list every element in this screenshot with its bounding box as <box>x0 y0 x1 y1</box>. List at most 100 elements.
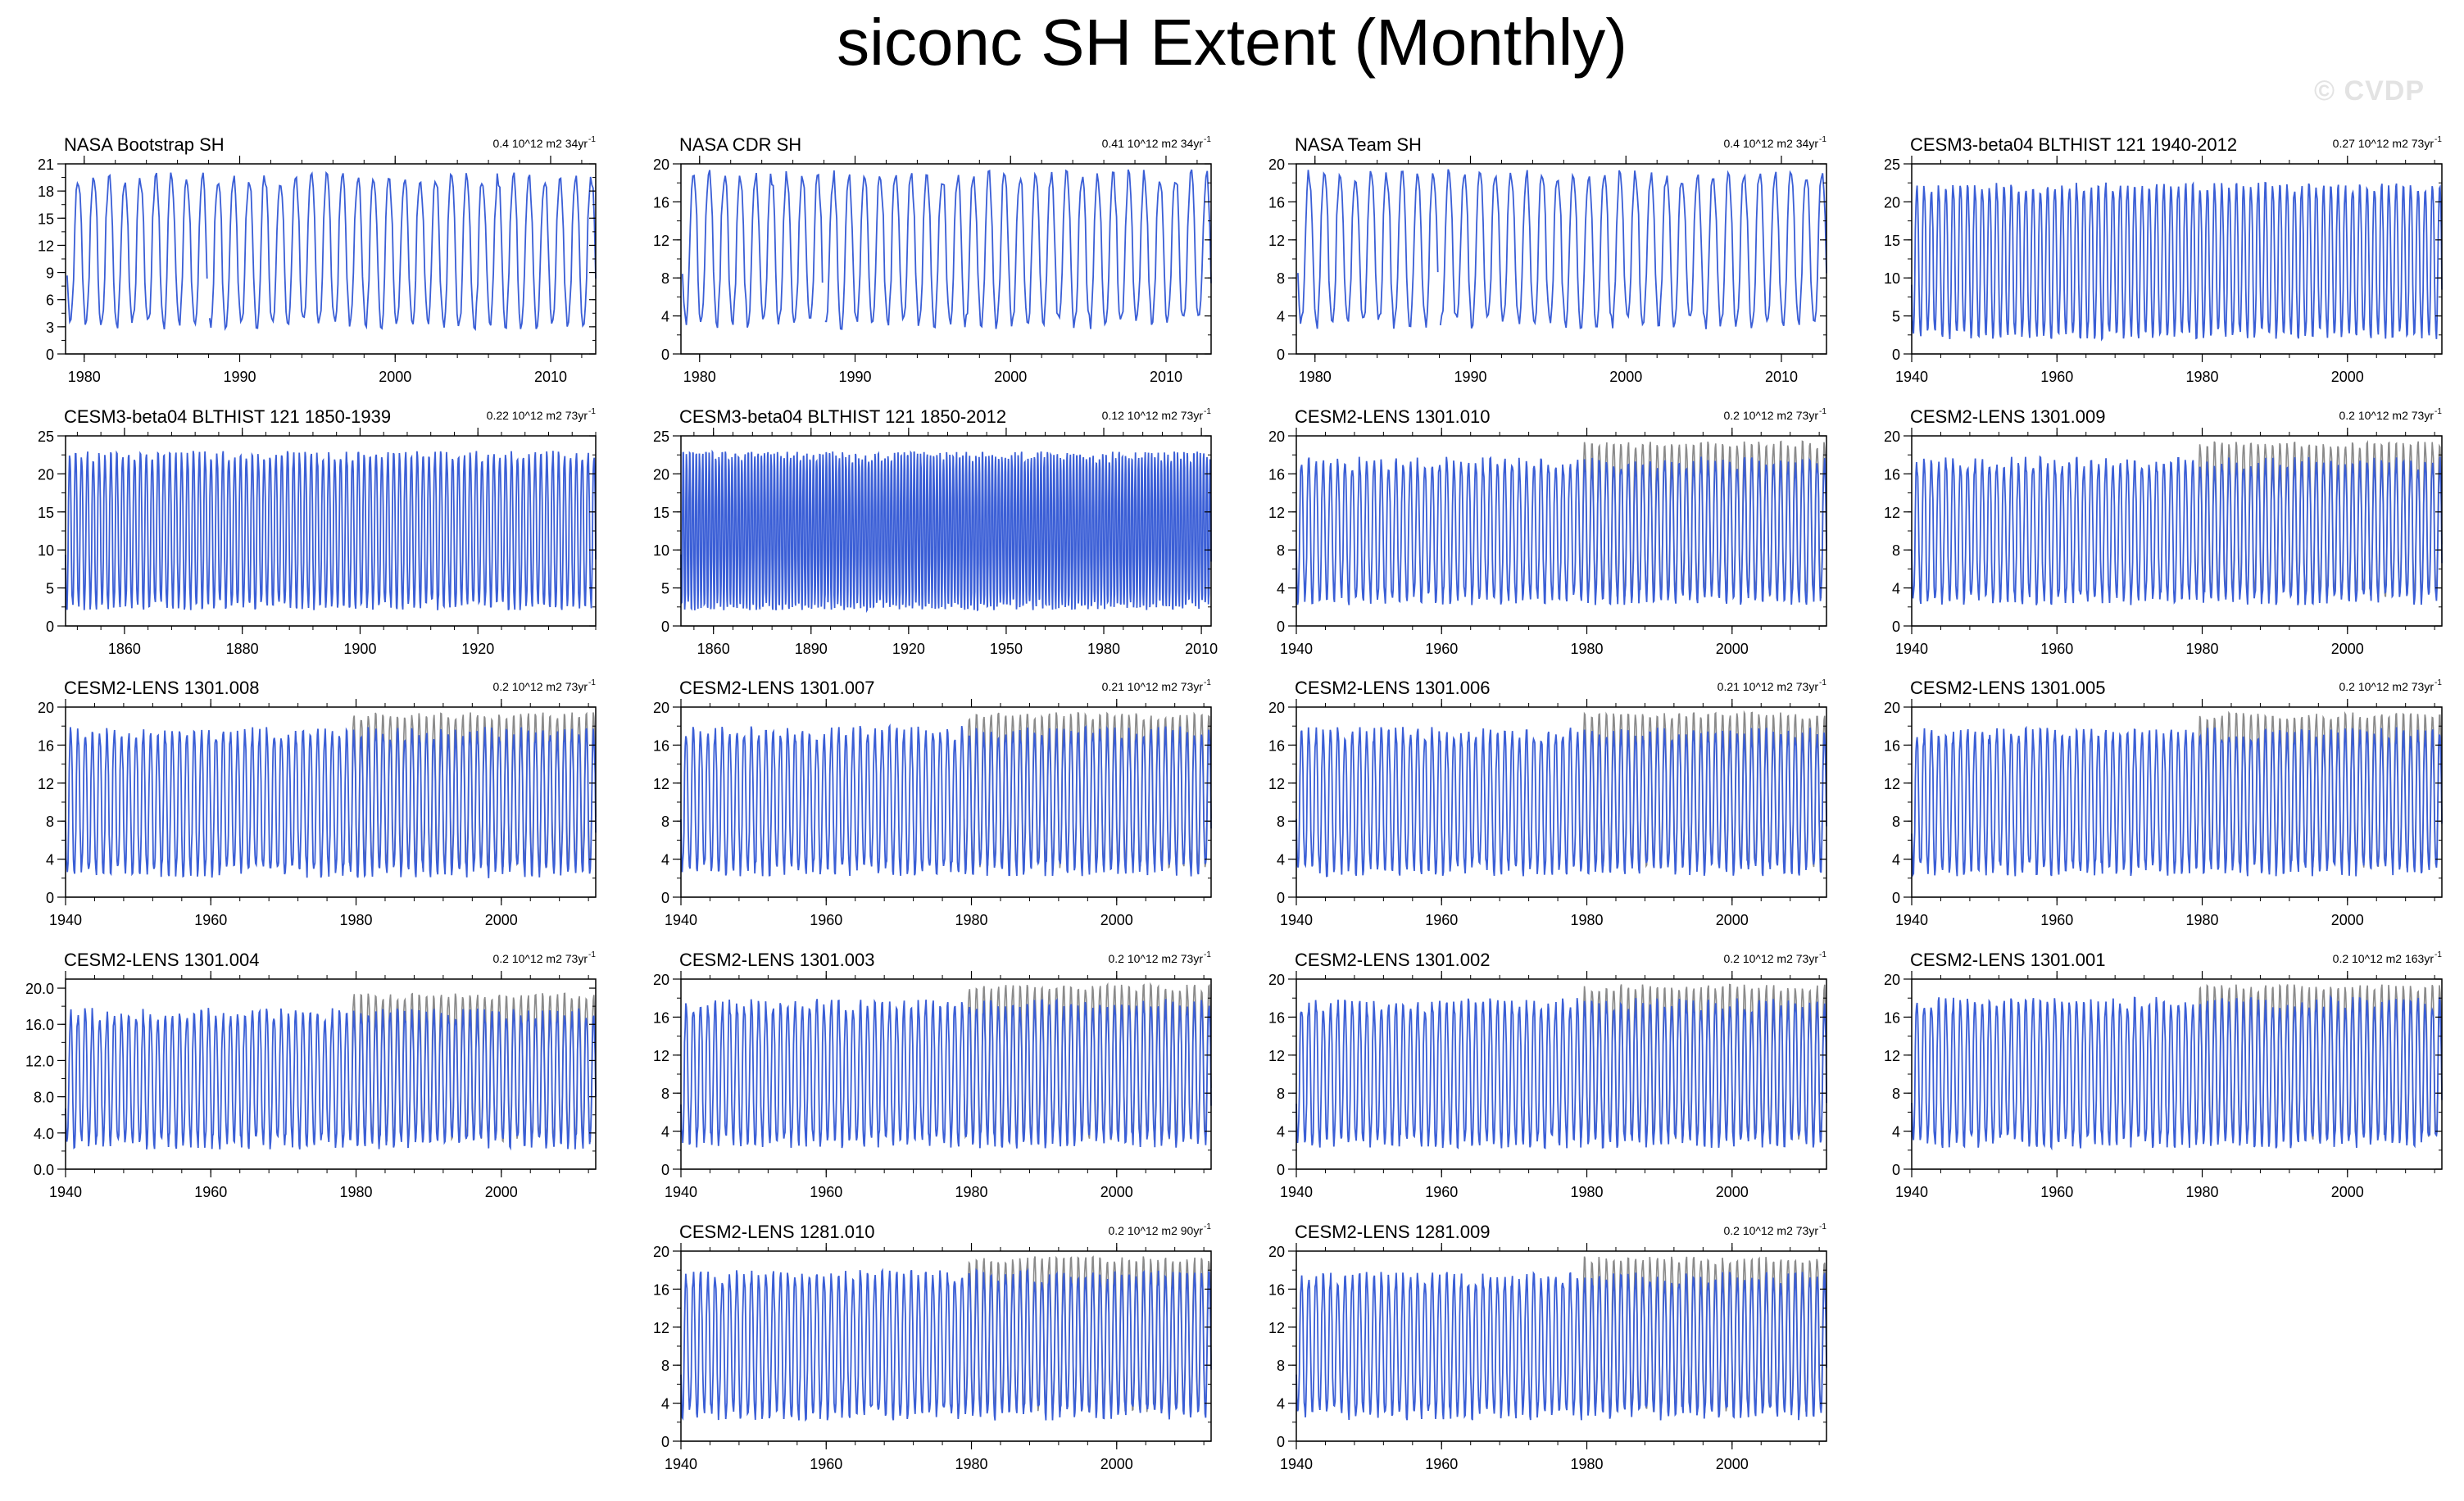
y-tick-label: 25 <box>653 429 669 445</box>
y-tick-label: 20 <box>1268 700 1285 716</box>
x-tick-label: 1960 <box>1425 1456 1458 1472</box>
series-line <box>65 1008 597 1151</box>
trend-exponent: -1 <box>588 135 596 144</box>
y-tick-label: 12 <box>653 233 669 249</box>
y-tick-label: 0 <box>1277 1434 1285 1450</box>
y-tick-label: 12 <box>1884 1048 1900 1064</box>
y-tick-label: 0 <box>1892 890 1900 906</box>
series-line <box>65 450 597 610</box>
y-tick-label: 4 <box>661 309 669 325</box>
trend-label: 0.41 10^12 m2 34yr <box>1102 137 1204 150</box>
y-tick-label: 0 <box>661 1434 669 1450</box>
x-tick-label: 1960 <box>810 912 842 928</box>
y-tick-label: 0 <box>661 890 669 906</box>
y-tick-label: 8 <box>1892 814 1900 830</box>
series-line <box>680 449 1212 614</box>
y-tick-label: 20 <box>1884 194 1900 211</box>
y-tick-label: 16 <box>1268 1281 1285 1298</box>
y-tick-label: 3 <box>46 320 54 336</box>
y-tick-label: 4 <box>1892 1124 1900 1140</box>
series-line <box>680 997 1212 1149</box>
series-line <box>1911 994 2443 1151</box>
y-tick-label: 16 <box>653 1009 669 1026</box>
y-tick-label: 20 <box>653 466 669 483</box>
x-tick-label: 1980 <box>2185 641 2218 657</box>
y-tick-label: 12 <box>1268 1048 1285 1064</box>
x-tick-label: 1860 <box>108 641 141 657</box>
x-tick-label: 2000 <box>1100 1184 1133 1200</box>
watermark: © CVDP <box>2314 75 2425 107</box>
x-tick-label: 2000 <box>1716 1456 1749 1472</box>
panel-title: CESM3-beta04 BLTHIST 121 1850-1939 <box>64 406 391 427</box>
chart-panel: CESM3-beta04 BLTHIST 121 1850-2012 0.12 1… <box>653 406 1218 657</box>
chart-panel: CESM2-LENS 1301.007 0.21 10^12 m2 73yr -1 0… <box>653 678 1212 928</box>
trend-exponent: -1 <box>1204 407 1211 416</box>
y-tick-label: 21 <box>38 156 54 173</box>
y-tick-label: 12 <box>1884 505 1900 521</box>
trend-label: 0.2 10^12 m2 90yr <box>1108 1224 1203 1237</box>
x-tick-label: 1960 <box>2040 912 2073 928</box>
y-tick-label: 16 <box>1268 1009 1285 1026</box>
x-tick-label: 2000 <box>379 369 411 385</box>
trend-exponent: -1 <box>1204 678 1211 687</box>
series-line <box>65 727 597 878</box>
x-tick-label: 1960 <box>1425 1184 1458 1200</box>
x-tick-label: 1940 <box>665 1184 697 1200</box>
y-tick-label: 20 <box>38 466 54 483</box>
x-tick-label: 1890 <box>795 641 828 657</box>
chart-panel: CESM2-LENS 1301.002 0.2 10^12 m2 73yr -1 0 4… <box>1268 950 1827 1200</box>
y-tick-label: 12 <box>1268 505 1285 521</box>
y-tick-label: 8 <box>661 1358 669 1374</box>
y-tick-label: 20 <box>1268 156 1285 173</box>
series-line <box>1296 727 1827 877</box>
x-tick-label: 2010 <box>1150 369 1182 385</box>
y-tick-label: 4 <box>1277 852 1285 868</box>
trend-label: 0.21 10^12 m2 73yr <box>1718 680 1819 693</box>
y-tick-label: 16 <box>653 194 669 211</box>
panel-title: CESM3-beta04 BLTHIST 121 1850-2012 <box>679 406 1006 427</box>
y-tick-label: 4 <box>1892 581 1900 597</box>
y-tick-label: 8 <box>1277 1086 1285 1102</box>
trend-label: 0.4 10^12 m2 34yr <box>1723 137 1818 150</box>
x-tick-label: 2000 <box>994 369 1027 385</box>
panel-title: CESM2-LENS 1301.001 <box>1910 950 2105 970</box>
chart-panel: CESM3-beta04 BLTHIST 121 1940-2012 0.27 1… <box>1884 134 2443 385</box>
x-tick-label: 1940 <box>1280 912 1313 928</box>
x-tick-label: 1980 <box>1299 369 1332 385</box>
x-tick-label: 1920 <box>892 641 925 657</box>
x-tick-label: 1980 <box>2185 1184 2218 1200</box>
y-tick-label: 8 <box>1277 270 1285 287</box>
series-line <box>680 723 1212 877</box>
x-tick-label: 1960 <box>810 1184 842 1200</box>
x-tick-label: 1960 <box>2040 641 2073 657</box>
y-tick-label: 9 <box>46 265 54 282</box>
x-tick-label: 1960 <box>810 1456 842 1472</box>
y-tick-label: 0.0 <box>34 1162 54 1178</box>
trend-label: 0.21 10^12 m2 73yr <box>1102 680 1204 693</box>
x-tick-label: 2000 <box>2331 369 2364 385</box>
y-tick-label: 25 <box>38 429 54 445</box>
x-tick-label: 1980 <box>1570 1456 1603 1472</box>
trend-label: 0.2 10^12 m2 73yr <box>2339 680 2434 693</box>
trend-label: 0.12 10^12 m2 73yr <box>1102 409 1204 422</box>
y-tick-label: 12 <box>1268 233 1285 249</box>
panel-title: NASA CDR SH <box>679 134 801 155</box>
x-tick-label: 1860 <box>697 641 730 657</box>
trend-exponent: -1 <box>2435 950 2442 959</box>
y-tick-label: 5 <box>46 581 54 597</box>
chart-panel: NASA Team SH 0.4 10^12 m2 34yr -1 0 4 8 12 16 20… <box>1268 134 1827 385</box>
x-tick-label: 1980 <box>339 912 372 928</box>
y-tick-label: 20 <box>1268 972 1285 988</box>
trend-label: 0.2 10^12 m2 73yr <box>492 680 588 693</box>
y-tick-label: 4 <box>1277 1396 1285 1413</box>
y-tick-label: 0 <box>1277 1162 1285 1178</box>
trend-exponent: -1 <box>2435 678 2442 687</box>
y-tick-label: 8.0 <box>34 1090 54 1106</box>
page-title: siconc SH Extent (Monthly) <box>837 6 1627 79</box>
y-tick-label: 20 <box>38 700 54 716</box>
y-tick-label: 8 <box>1277 1358 1285 1374</box>
x-tick-label: 1940 <box>1895 641 1928 657</box>
y-tick-label: 4 <box>1892 852 1900 868</box>
panel-title: CESM2-LENS 1301.002 <box>1295 950 1490 970</box>
